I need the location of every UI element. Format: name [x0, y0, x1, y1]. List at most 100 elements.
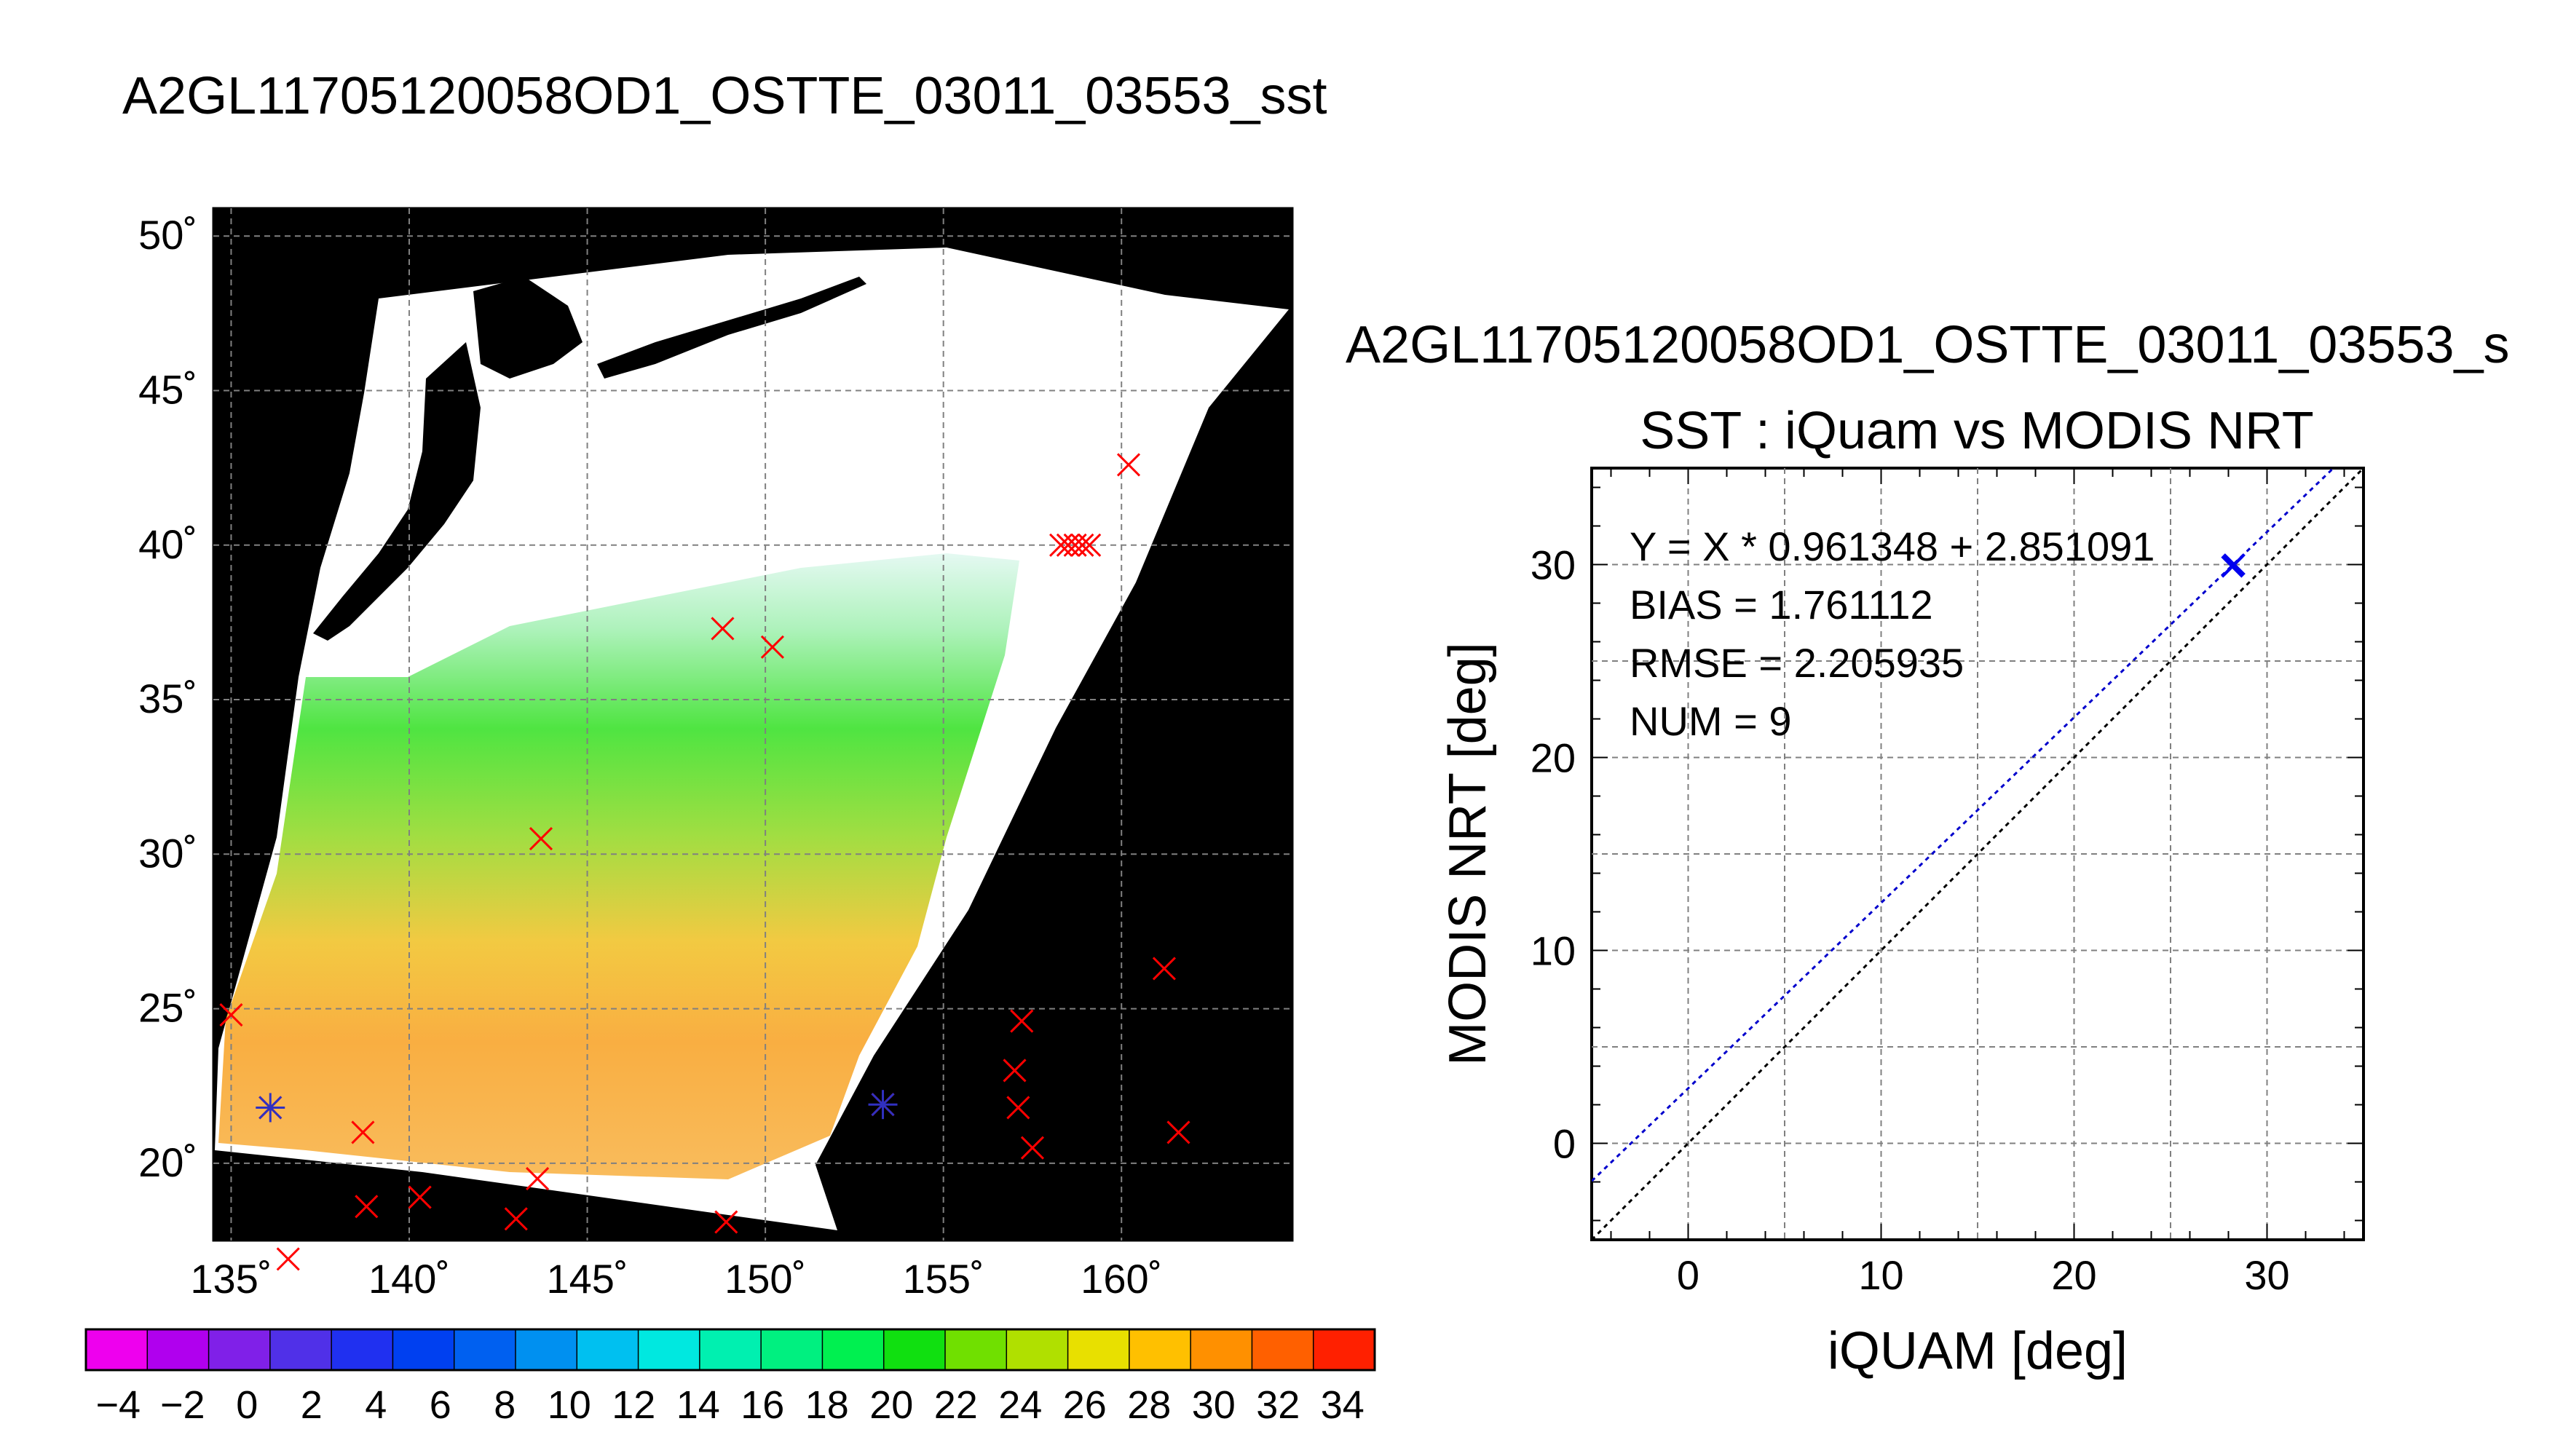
num-annotation: NUM = 9 — [1630, 698, 1792, 744]
matched-observation-marker — [868, 1090, 898, 1120]
land-hokkaido — [473, 277, 583, 379]
colorbar-label: 30 — [1192, 1383, 1236, 1427]
map-lon-tick: 135˚ — [190, 1256, 272, 1302]
observation-marker — [504, 1207, 528, 1231]
colorbar-cell — [638, 1329, 700, 1370]
colorbar-frame — [84, 1328, 1376, 1372]
colorbar-label: 4 — [365, 1383, 387, 1427]
observation-marker — [1020, 1136, 1045, 1160]
scatter-x-tick: 20 — [2051, 1252, 2096, 1298]
map-lon-tick: 160˚ — [1081, 1256, 1162, 1302]
scatter-y-tick: 0 — [1553, 1121, 1576, 1167]
colorbar-cell — [392, 1329, 455, 1370]
sst-map: 135˚ 140˚ 145˚ 150˚ 155˚ 160˚ 20˚ 25˚ 30˚ 35˚ 40˚… — [138, 207, 1294, 1302]
colorbar-cells — [86, 1329, 1375, 1370]
map-lat-tick: 40˚ — [138, 521, 197, 567]
observation-marker — [529, 827, 553, 851]
colorbar-cell — [1313, 1329, 1375, 1370]
map-lat-tick-labels: 20˚ 25˚ 30˚ 35˚ 40˚ 45˚ 50˚ — [138, 212, 197, 1185]
observation-marker — [1003, 1059, 1027, 1083]
scatter-file-title: A2GL11705120058OD1_OSTTE_03011_03553_s — [1346, 316, 2510, 374]
colorbar-label: 34 — [1321, 1383, 1365, 1427]
colorbar-label: 2 — [301, 1383, 323, 1427]
colorbar-label: 28 — [1127, 1383, 1171, 1427]
observation-marker — [711, 617, 735, 641]
colorbar-cell — [883, 1329, 946, 1370]
land-sakhalin — [408, 208, 510, 291]
map-title: A2GL11705120058OD1_OSTTE_03011_03553_sst — [122, 67, 1327, 125]
observation-marker — [219, 1003, 243, 1027]
map-lon-tick: 155˚ — [903, 1256, 984, 1302]
colorbar-label: 10 — [548, 1383, 591, 1427]
land-kurils — [597, 277, 866, 379]
colorbar-label: 18 — [805, 1383, 849, 1427]
map-lon-tick: 150˚ — [724, 1256, 806, 1302]
map-lat-tick: 30˚ — [138, 830, 197, 876]
map-lat-tick: 45˚ — [138, 366, 197, 412]
colorbar-label: 20 — [869, 1383, 913, 1427]
colorbar-cell — [86, 1329, 148, 1370]
colorbar-label: 32 — [1256, 1383, 1300, 1427]
scatter-y-tick: 30 — [1531, 542, 1576, 588]
observation-marker — [355, 1195, 379, 1219]
observation-marker — [760, 635, 784, 659]
colorbar-label: 16 — [741, 1383, 784, 1427]
scatter-y-tick: 20 — [1531, 735, 1576, 781]
colorbar-label: 26 — [1063, 1383, 1107, 1427]
colorbar-label: 22 — [934, 1383, 978, 1427]
colorbar-label: 12 — [612, 1383, 655, 1427]
bias-annotation: BIAS = 1.761112 — [1630, 582, 1933, 628]
scatter-y-tick-labels: 0 10 20 30 — [1531, 542, 1576, 1167]
colorbar-cell — [269, 1329, 332, 1370]
map-lon-tick: 145˚ — [547, 1256, 628, 1302]
colorbar-cell — [761, 1329, 823, 1370]
scatter-x-tick: 30 — [2244, 1252, 2289, 1298]
colorbar-cell — [577, 1329, 639, 1370]
map-lon-tick: 140˚ — [368, 1256, 450, 1302]
scatter-x-tick: 0 — [1677, 1252, 1699, 1298]
map-lat-tick: 20˚ — [138, 1139, 197, 1185]
fit-equation-annotation: Y = X * 0.961348 + 2.851091 — [1630, 523, 2155, 569]
observation-marker — [1152, 957, 1176, 981]
colorbar-label: 0 — [236, 1383, 258, 1427]
colorbar-labels: −4 −2 0 2 4 6 8 10 12 14 16 18 20 22 24 26 28 30 32 34 — [95, 1383, 1364, 1427]
scatter-points — [2221, 553, 2246, 578]
colorbar-cell — [1129, 1329, 1191, 1370]
map-lat-tick: 35˚ — [138, 676, 197, 721]
observation-marker — [1116, 453, 1141, 477]
colorbar-cell — [822, 1329, 885, 1370]
observation-markers — [219, 453, 1190, 1271]
scatter-x-tick-labels: 0 10 20 30 — [1677, 1252, 2290, 1298]
colorbar-label: −4 — [95, 1383, 141, 1427]
matched-observation-marker — [256, 1093, 285, 1123]
map-lon-tick-labels: 135˚ 140˚ 145˚ 150˚ 155˚ 160˚ — [190, 1256, 1162, 1302]
x-axis-label: iQUAM [deg] — [1828, 1322, 2128, 1380]
colorbar-cell — [1190, 1329, 1252, 1370]
colorbar-cell — [331, 1329, 393, 1370]
colorbar-label: 24 — [998, 1383, 1042, 1427]
observation-marker — [1166, 1120, 1190, 1144]
colorbar-cell — [699, 1329, 762, 1370]
colorbar-label: 14 — [676, 1383, 720, 1427]
rmse-annotation: RMSE = 2.205935 — [1630, 640, 1964, 686]
colorbar-label: 6 — [430, 1383, 451, 1427]
scatter-point — [2223, 553, 2246, 576]
colorbar-label: −2 — [160, 1383, 205, 1427]
colorbar-cell — [1067, 1329, 1130, 1370]
observation-marker — [1078, 533, 1102, 557]
scatter-x-tick: 10 — [1858, 1252, 1903, 1298]
map-lat-tick: 50˚ — [138, 212, 197, 258]
colorbar-cell — [208, 1329, 271, 1370]
colorbar-cell — [1252, 1329, 1314, 1370]
colorbar-label: 8 — [494, 1383, 516, 1427]
y-axis-label: MODIS NRT [deg] — [1439, 642, 1497, 1066]
scatter-y-tick: 10 — [1531, 928, 1576, 974]
observation-marker — [408, 1185, 432, 1209]
scatter-chart-title: SST : iQuam vs MODIS NRT — [1640, 402, 2314, 460]
observation-marker — [526, 1167, 550, 1191]
colorbar-cell — [1006, 1329, 1069, 1370]
observation-marker — [1070, 533, 1094, 557]
colorbar-cell — [147, 1329, 210, 1370]
map-lat-tick: 25˚ — [138, 985, 197, 1031]
